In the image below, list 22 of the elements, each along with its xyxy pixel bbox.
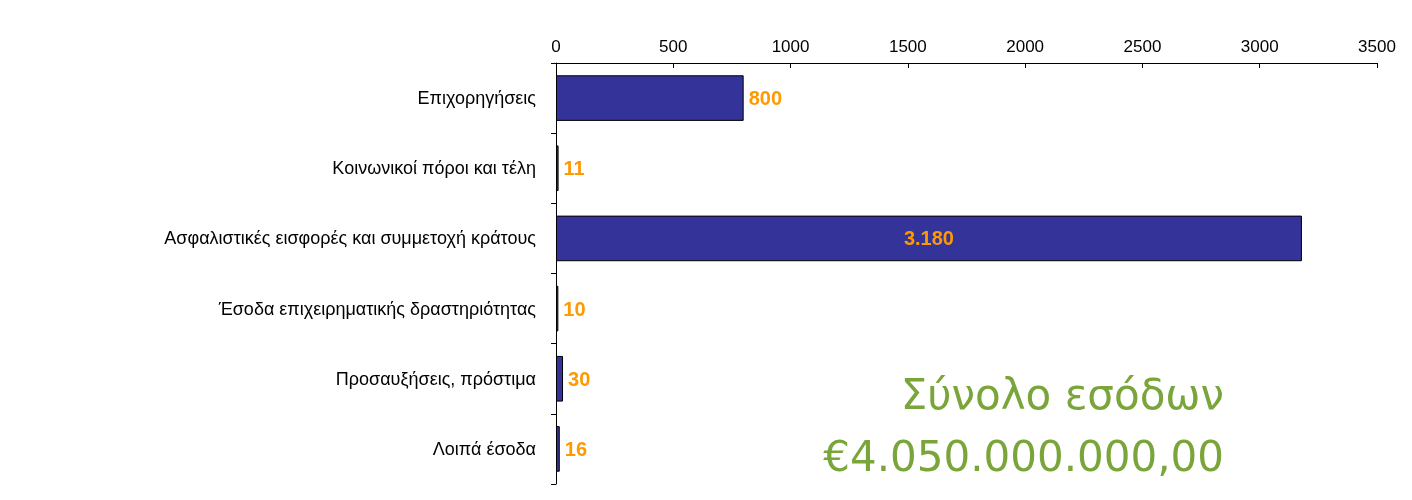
x-tick-label: 1000	[771, 37, 810, 56]
y-tick-label: Λοιπά έσοδα	[432, 438, 536, 459]
annotation: Σύνολο εσόδων	[900, 369, 1224, 419]
x-tick-label: 1500	[888, 37, 927, 56]
y-tick-label: Ασφαλιστικές εισφορές και συμμετοχή κράτους	[164, 228, 537, 249]
x-tick-label: 2500	[1123, 37, 1162, 56]
data-label: 800	[748, 87, 783, 110]
x-tick-label: 3000	[1240, 37, 1279, 56]
annotation: €4.050.000.000,00	[823, 431, 1225, 481]
data-label: 10	[563, 297, 586, 320]
y-tick-label: Κοινωνικοί πόροι και τέλη	[332, 158, 536, 179]
data-label: 11	[563, 157, 585, 180]
x-tick-label: 3500	[1358, 37, 1396, 56]
data-label: 3.180	[903, 227, 954, 250]
y-tick-label: Προσαυξήσεις, πρόστιμα	[335, 368, 536, 389]
data-label: 16	[564, 437, 587, 460]
x-tick-label: 500	[659, 37, 688, 56]
x-tick-label: 2000	[1006, 37, 1045, 56]
data-label: 30	[568, 367, 591, 390]
x-tick-label: 0	[551, 37, 561, 56]
y-tick-label: Έσοδα επιχειρηματικής δραστηριότητας	[217, 298, 537, 319]
y-tick-label: Επιχορηγήσεις	[417, 88, 537, 109]
